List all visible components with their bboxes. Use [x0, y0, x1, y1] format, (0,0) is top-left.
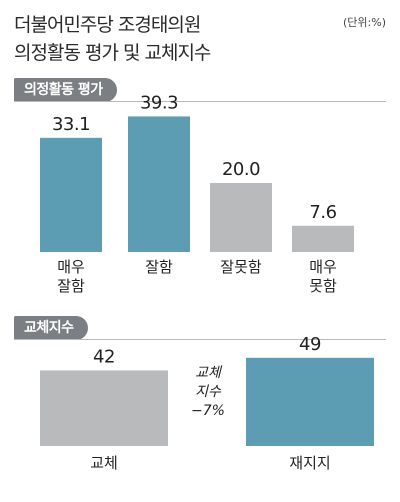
- category-label-eval-2-0: 잘못함: [220, 258, 262, 276]
- chart-title-line-1: 더불어민주당 조경태의원: [14, 14, 201, 36]
- bar-eval-2: [210, 183, 272, 252]
- value-label-eval-0: 33.1: [52, 114, 90, 135]
- value-label-replace-1: 49: [299, 334, 321, 355]
- value-label-eval-1: 39.3: [140, 92, 178, 113]
- bar-replace-0: [40, 370, 168, 446]
- section-divider-replacement: [14, 339, 386, 340]
- section-title-evaluation: 의정활동 평가: [14, 78, 117, 102]
- category-label-eval-0-0: 매우: [57, 258, 85, 276]
- bar-replace-1: [246, 357, 374, 446]
- category-label-eval-1-0: 잘함: [145, 258, 173, 276]
- value-label-eval-2: 20.0: [222, 159, 260, 180]
- annotation-replace-0: 교체: [195, 365, 223, 381]
- section-title-replacement: 교체지수: [14, 316, 88, 340]
- category-label-eval-0-1: 잘함: [57, 277, 85, 295]
- category-label-replace-0: 교체: [90, 454, 118, 472]
- category-label-eval-3-1: 못함: [309, 277, 337, 295]
- value-label-eval-3: 7.6: [309, 202, 336, 223]
- bar-eval-0: [40, 137, 102, 252]
- category-label-eval-3-0: 매우: [309, 258, 337, 276]
- annotation-replace-2: −7%: [191, 403, 225, 419]
- section-divider-evaluation: [14, 101, 386, 102]
- bar-eval-3: [292, 225, 354, 252]
- unit-label: (단위:%): [343, 16, 386, 29]
- bar-eval-1: [128, 116, 190, 252]
- annotation-replace-1: 지수: [195, 384, 222, 400]
- chart-title-line-2: 의정활동 평가 및 교체지수: [14, 42, 211, 64]
- category-label-replace-1: 재지지: [289, 454, 330, 472]
- value-label-replace-0: 42: [93, 346, 115, 367]
